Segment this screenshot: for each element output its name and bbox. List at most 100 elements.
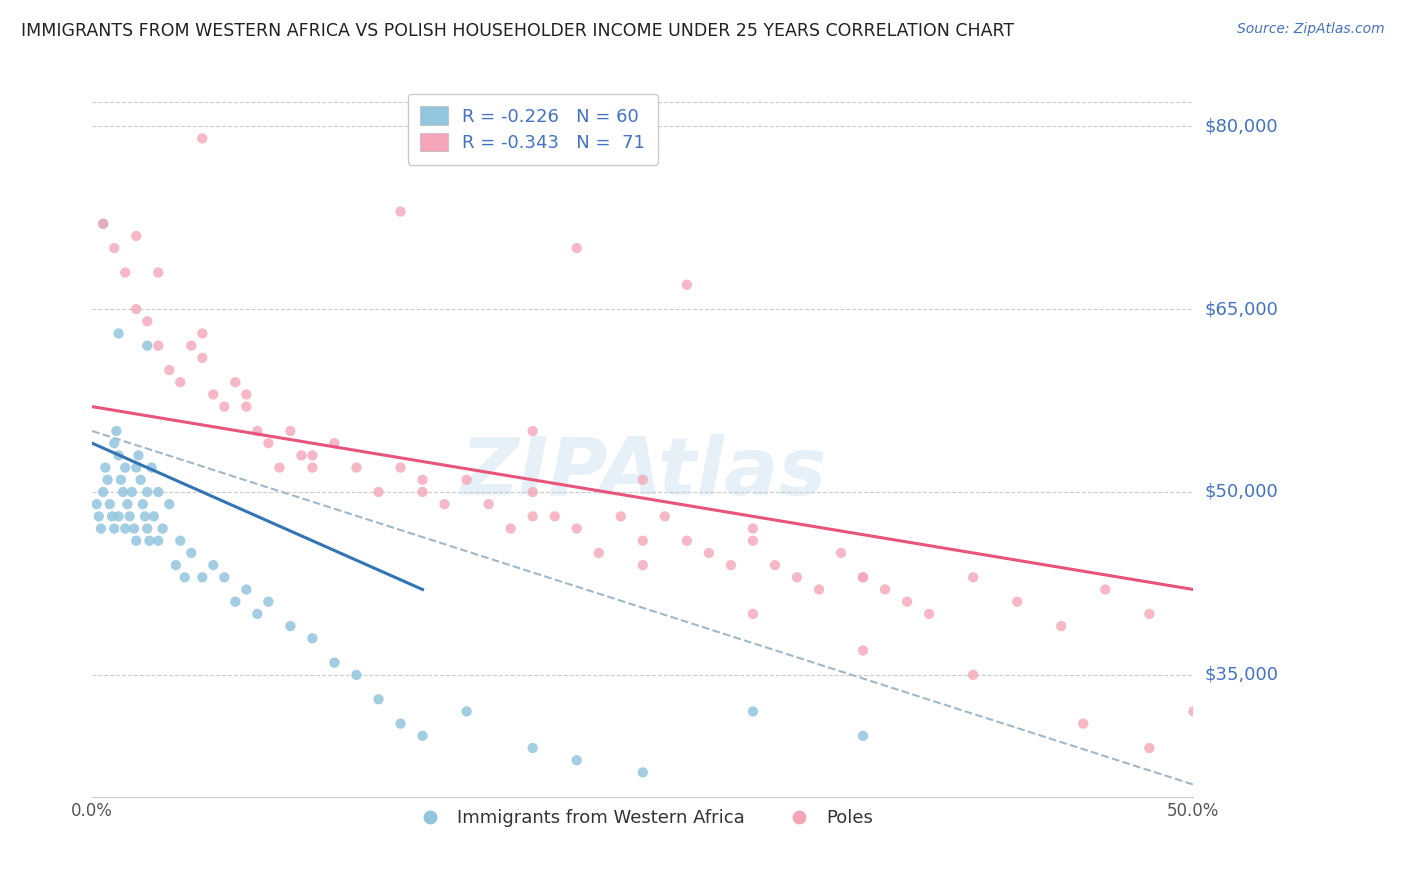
Point — [588, 546, 610, 560]
Point — [301, 460, 323, 475]
Point — [565, 522, 588, 536]
Text: $50,000: $50,000 — [1205, 483, 1278, 501]
Text: ZIPAtlas: ZIPAtlas — [460, 434, 825, 512]
Point — [235, 400, 257, 414]
Point — [742, 533, 765, 548]
Point — [852, 729, 875, 743]
Point — [173, 570, 195, 584]
Point — [389, 460, 412, 475]
Point — [136, 522, 159, 536]
Point — [157, 363, 180, 377]
Legend: Immigrants from Western Africa, Poles: Immigrants from Western Africa, Poles — [405, 802, 880, 835]
Point — [896, 595, 918, 609]
Point — [214, 400, 236, 414]
Point — [191, 131, 214, 145]
Point — [280, 424, 302, 438]
Point — [122, 522, 145, 536]
Point — [1137, 607, 1160, 621]
Point — [918, 607, 941, 621]
Point — [433, 497, 456, 511]
Point — [290, 449, 312, 463]
Point — [127, 449, 149, 463]
Point — [97, 473, 120, 487]
Point — [121, 485, 143, 500]
Point — [280, 619, 302, 633]
Point — [786, 570, 808, 584]
Point — [873, 582, 896, 597]
Point — [148, 339, 170, 353]
Point — [742, 607, 765, 621]
Point — [132, 497, 155, 511]
Point — [1182, 705, 1205, 719]
Point — [301, 632, 323, 646]
Point — [191, 351, 214, 365]
Point — [522, 424, 544, 438]
Point — [389, 716, 412, 731]
Point — [90, 522, 112, 536]
Point — [456, 705, 478, 719]
Point — [86, 497, 108, 511]
Point — [367, 485, 389, 500]
Point — [323, 656, 346, 670]
Point — [830, 546, 852, 560]
Point — [631, 558, 654, 573]
Point — [246, 607, 269, 621]
Point — [125, 302, 148, 317]
Point — [1094, 582, 1116, 597]
Point — [114, 460, 136, 475]
Point — [148, 533, 170, 548]
Point — [165, 558, 187, 573]
Point — [962, 668, 984, 682]
Point — [114, 522, 136, 536]
Point — [107, 326, 129, 341]
Point — [610, 509, 633, 524]
Point — [202, 558, 225, 573]
Point — [142, 509, 165, 524]
Point — [412, 473, 434, 487]
Point — [169, 376, 191, 390]
Point — [301, 449, 323, 463]
Point — [269, 460, 291, 475]
Point — [742, 705, 765, 719]
Point — [134, 509, 156, 524]
Point — [257, 595, 280, 609]
Text: Source: ZipAtlas.com: Source: ZipAtlas.com — [1237, 22, 1385, 37]
Point — [224, 595, 246, 609]
Point — [118, 509, 141, 524]
Point — [129, 473, 152, 487]
Point — [742, 522, 765, 536]
Point — [138, 533, 160, 548]
Point — [323, 436, 346, 450]
Point — [101, 509, 124, 524]
Point — [346, 460, 368, 475]
Point — [136, 485, 159, 500]
Point — [117, 497, 139, 511]
Point — [111, 485, 134, 500]
Point — [1050, 619, 1073, 633]
Point — [125, 229, 148, 244]
Point — [676, 277, 699, 292]
Point — [235, 582, 257, 597]
Point — [631, 533, 654, 548]
Point — [1071, 716, 1094, 731]
Text: $65,000: $65,000 — [1205, 300, 1278, 318]
Point — [456, 473, 478, 487]
Point — [169, 533, 191, 548]
Point — [389, 204, 412, 219]
Point — [191, 570, 214, 584]
Point — [654, 509, 676, 524]
Point — [631, 473, 654, 487]
Point — [91, 485, 114, 500]
Point — [103, 241, 125, 255]
Point — [136, 314, 159, 328]
Point — [962, 570, 984, 584]
Point — [257, 436, 280, 450]
Point — [522, 485, 544, 500]
Point — [565, 753, 588, 767]
Point — [94, 460, 117, 475]
Point — [676, 533, 699, 548]
Point — [91, 217, 114, 231]
Point — [141, 460, 163, 475]
Point — [807, 582, 830, 597]
Point — [367, 692, 389, 706]
